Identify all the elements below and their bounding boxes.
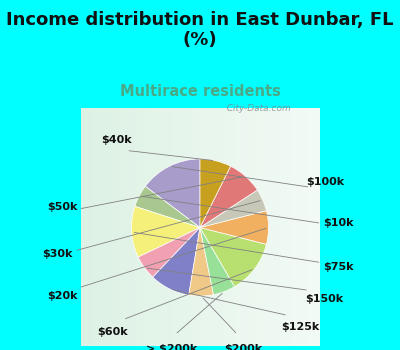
Wedge shape xyxy=(200,159,231,228)
Text: $60k: $60k xyxy=(97,327,128,337)
Text: > $200k: > $200k xyxy=(146,344,197,350)
Text: $20k: $20k xyxy=(47,291,77,301)
Text: $10k: $10k xyxy=(323,218,353,228)
Text: $150k: $150k xyxy=(305,294,343,304)
Text: Multirace residents: Multirace residents xyxy=(120,84,280,99)
Text: Income distribution in East Dunbar, FL
(%): Income distribution in East Dunbar, FL (… xyxy=(6,10,394,49)
Wedge shape xyxy=(135,186,200,228)
Wedge shape xyxy=(200,211,268,244)
Text: $40k: $40k xyxy=(101,135,132,145)
Wedge shape xyxy=(138,228,200,277)
Text: $200k: $200k xyxy=(224,344,262,350)
Text: $50k: $50k xyxy=(47,202,77,211)
Wedge shape xyxy=(200,228,234,295)
Wedge shape xyxy=(189,228,214,296)
Text: $30k: $30k xyxy=(42,249,72,259)
Wedge shape xyxy=(153,228,200,295)
Wedge shape xyxy=(200,166,257,228)
Text: $125k: $125k xyxy=(281,322,319,332)
Wedge shape xyxy=(132,206,200,257)
Wedge shape xyxy=(200,228,266,287)
Text: $100k: $100k xyxy=(307,177,345,187)
Text: City-Data.com: City-Data.com xyxy=(221,104,290,113)
Wedge shape xyxy=(200,190,266,228)
Wedge shape xyxy=(145,159,200,228)
Text: $75k: $75k xyxy=(323,262,353,273)
